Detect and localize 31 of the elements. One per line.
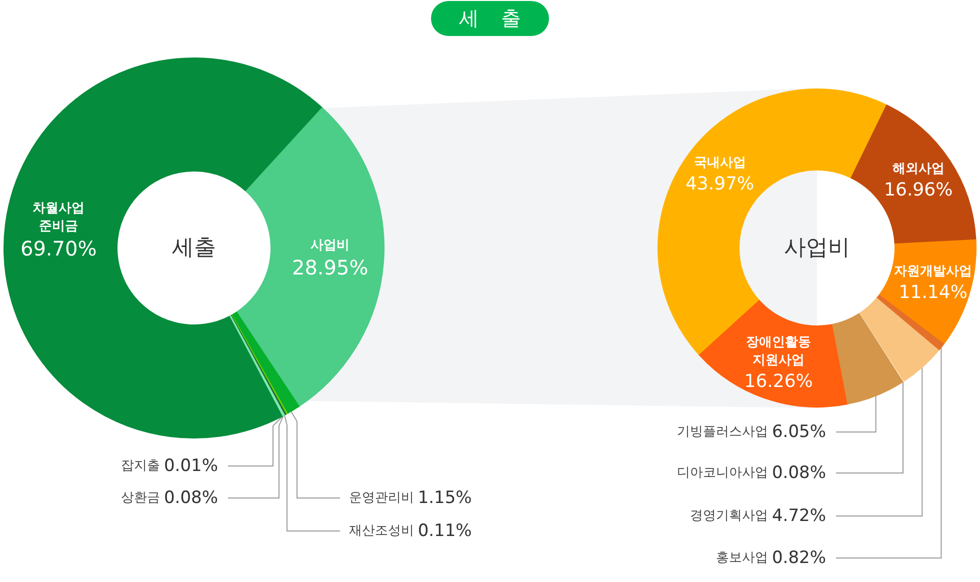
slice-label: 자원개발사업 [894,264,972,280]
slice-label: 홍보사업 [716,550,768,566]
data-label: 16.96% [884,179,953,200]
data-label: 69.70% [20,236,97,261]
data-label: 43.97% [685,174,754,195]
slice-label: 상환금 [121,490,160,506]
chart-title: 세 출 [431,1,549,36]
data-label: 0.01% [164,456,218,476]
slice-label: 운영관리비 [349,490,414,506]
data-label: 1.15% [418,488,472,508]
slice-label: 해외사업 [892,161,944,176]
slice-label: 경영기획사업 [690,508,768,524]
slice-label: 장애인활동 지원사업 [746,334,812,368]
data-label: 4.72% [772,506,826,526]
data-label: 6.05% [772,422,826,442]
slice-label: 재산조성비 [349,524,414,538]
slice-label: 잡지출 [121,458,160,474]
data-label: 16.26% [744,370,813,392]
data-label: 11.14% [898,282,968,304]
data-label: 28.95% [292,256,368,280]
data-label: 0.08% [164,488,218,508]
slice-label: 디아코니아사업 [677,466,768,480]
data-label: 0.11% [418,521,472,541]
data-label: 0.08% [772,463,826,483]
text: 사업비 [784,236,850,260]
slice-label: 국내사업 [694,156,746,171]
text: 세출 [172,236,216,260]
slice-label: 기빙플러스사업 [677,424,768,440]
slice-label: 차월사업 준비금 [32,201,85,234]
data-label: 0.82% [772,548,826,568]
slice-label: 사업비 [310,238,350,254]
